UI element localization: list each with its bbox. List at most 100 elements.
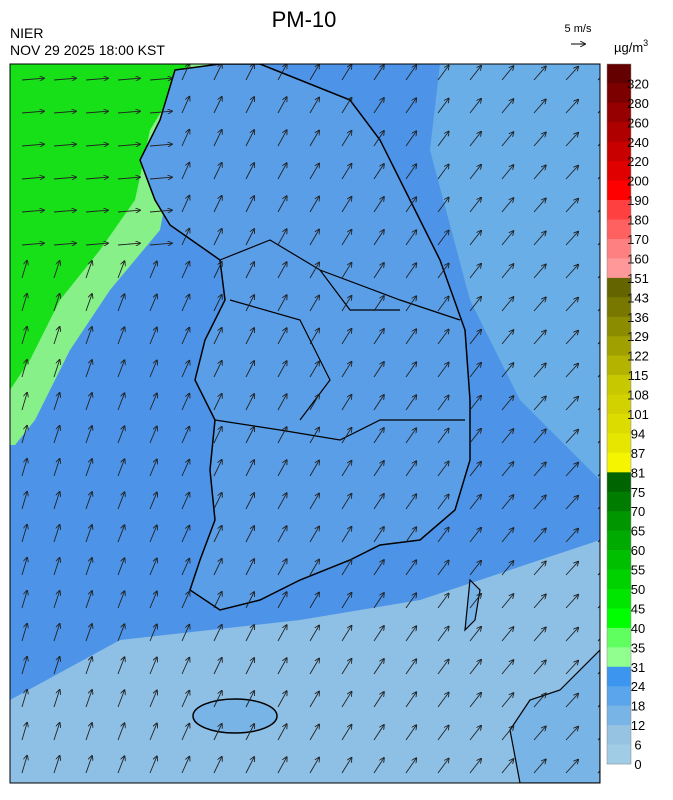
wind-arrow bbox=[533, 660, 546, 675]
legend-swatch bbox=[607, 297, 631, 318]
wind-arrow bbox=[117, 177, 140, 179]
wind-arrow bbox=[469, 363, 481, 378]
wind-arrow bbox=[373, 626, 384, 642]
wind-arrow bbox=[117, 393, 125, 411]
wind-arrow bbox=[533, 693, 546, 708]
wind-arrow bbox=[565, 496, 578, 510]
legend-swatch bbox=[607, 452, 631, 473]
wind-arrow bbox=[277, 460, 287, 477]
wind-arrow bbox=[309, 527, 319, 543]
wind-arrow bbox=[373, 65, 384, 81]
wind-arrow bbox=[533, 429, 546, 444]
wind-arrow bbox=[341, 560, 352, 576]
wind-arrow bbox=[149, 243, 172, 245]
wind-arrow bbox=[213, 757, 222, 774]
wind-arrow bbox=[213, 361, 222, 378]
wind-arrow bbox=[245, 130, 254, 147]
legend-label: 190 bbox=[627, 193, 649, 208]
map-plot bbox=[10, 64, 600, 783]
wind-arrow bbox=[117, 756, 125, 774]
wind-arrow bbox=[53, 78, 76, 80]
wind-arrow bbox=[405, 758, 416, 774]
wind-arrow bbox=[373, 494, 384, 510]
wind-arrow bbox=[117, 111, 140, 113]
legend-swatch bbox=[607, 200, 631, 220]
wind-arrow bbox=[469, 462, 481, 477]
wind-arrow bbox=[21, 624, 27, 642]
wind-arrow bbox=[341, 395, 352, 411]
wind-arrow bbox=[469, 594, 481, 609]
wind-arrow bbox=[245, 196, 254, 213]
wind-arrow bbox=[21, 525, 27, 543]
legend-label: 280 bbox=[627, 96, 649, 111]
wind-arrow bbox=[469, 561, 481, 576]
wind-arrow bbox=[53, 459, 60, 477]
wind-arrow bbox=[501, 594, 513, 609]
wind-arrow bbox=[85, 360, 92, 378]
wind-arrow bbox=[117, 360, 125, 378]
wind-arrow bbox=[21, 111, 44, 113]
wind-arrow bbox=[277, 691, 287, 708]
wind-arrow bbox=[469, 198, 481, 213]
wind-arrow bbox=[149, 177, 172, 179]
legend-swatch bbox=[607, 589, 631, 609]
wind-arrow bbox=[53, 591, 60, 609]
wind-arrow bbox=[149, 393, 157, 411]
wind-arrow bbox=[469, 495, 481, 510]
wind-arrow bbox=[341, 725, 352, 741]
wind-arrow bbox=[533, 330, 546, 345]
wind-arrow bbox=[309, 560, 319, 576]
wind-arrow bbox=[565, 430, 578, 444]
wind-arrow bbox=[277, 130, 287, 147]
legend-label: 60 bbox=[631, 543, 645, 558]
wind-arrow bbox=[149, 294, 157, 312]
wind-arrow bbox=[373, 230, 384, 246]
wind-arrow bbox=[245, 64, 254, 81]
wind-arrow bbox=[533, 495, 546, 510]
wind-arrow bbox=[565, 199, 578, 213]
wind-arrow bbox=[501, 462, 513, 477]
wind-arrow bbox=[373, 527, 384, 543]
wind-arrow bbox=[245, 394, 254, 411]
wind-arrow bbox=[21, 144, 44, 146]
wind-arrow bbox=[437, 693, 449, 708]
legend-label: 160 bbox=[627, 251, 649, 266]
wind-arrow bbox=[533, 264, 546, 279]
wind-arrow bbox=[501, 363, 513, 378]
wind-arrow bbox=[277, 526, 287, 543]
wind-arrow bbox=[373, 164, 384, 180]
wind-arrow bbox=[501, 231, 513, 246]
wind-arrow bbox=[437, 297, 449, 312]
wind-arrow bbox=[373, 98, 384, 114]
wind-arrow bbox=[533, 462, 546, 477]
wind-arrow bbox=[149, 111, 172, 113]
wind-arrow bbox=[53, 393, 60, 411]
wind-arrow bbox=[181, 625, 189, 642]
wind-arrow bbox=[309, 428, 319, 444]
wind-arrow bbox=[213, 196, 222, 213]
wind-arrow bbox=[501, 561, 513, 576]
wind-arrow bbox=[533, 594, 546, 609]
wind-arrow bbox=[533, 165, 546, 180]
wind-arrow bbox=[309, 494, 319, 510]
legend-swatch bbox=[607, 161, 631, 181]
wind-arrow bbox=[533, 627, 546, 642]
wind-arrow bbox=[533, 759, 546, 774]
legend-swatch bbox=[607, 725, 631, 745]
wind-arrow bbox=[437, 759, 449, 774]
legend-swatch bbox=[607, 530, 631, 551]
wind-arrow bbox=[85, 624, 92, 642]
wind-arrow bbox=[21, 558, 27, 576]
wind-arrow bbox=[213, 394, 222, 411]
wind-arrow bbox=[213, 262, 222, 279]
wind-arrow bbox=[117, 261, 125, 279]
legend-label: 136 bbox=[627, 310, 649, 325]
wind-arrow bbox=[117, 591, 125, 609]
wind-arrow bbox=[181, 724, 189, 741]
wind-arrow bbox=[213, 163, 222, 180]
wind-arrow bbox=[309, 725, 319, 741]
legend-swatch bbox=[607, 744, 631, 765]
wind-arrow bbox=[565, 166, 578, 180]
legend-label: 101 bbox=[627, 407, 649, 422]
wind-arrow bbox=[213, 295, 222, 312]
